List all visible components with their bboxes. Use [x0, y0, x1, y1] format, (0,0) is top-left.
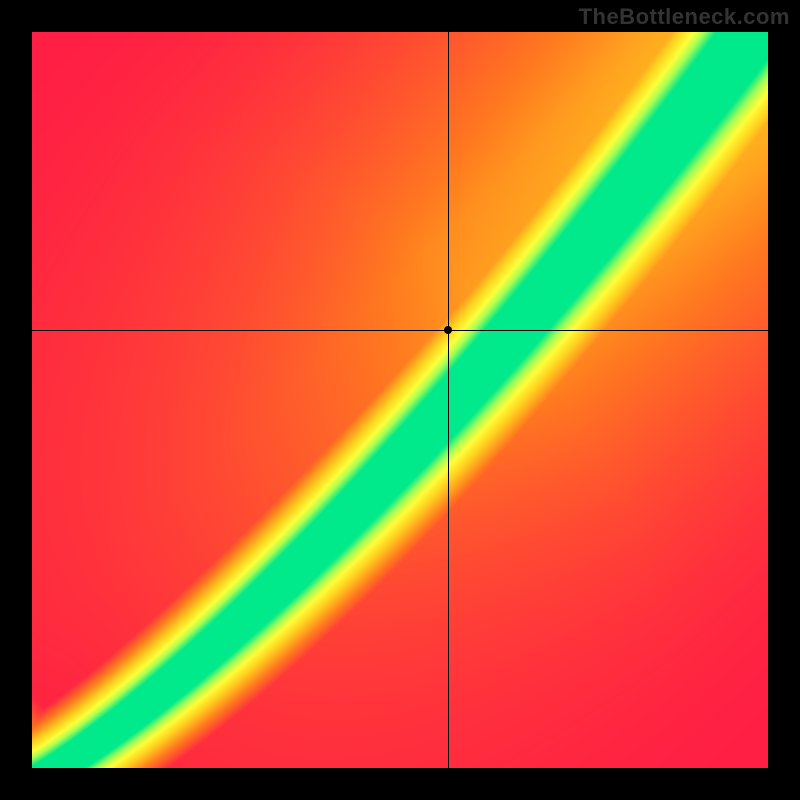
watermark-text: TheBottleneck.com — [579, 4, 790, 30]
crosshair-vertical — [448, 32, 449, 768]
crosshair-marker — [444, 326, 452, 334]
chart-frame — [32, 32, 768, 768]
crosshair-horizontal — [32, 330, 768, 331]
bottleneck-heatmap — [32, 32, 768, 768]
